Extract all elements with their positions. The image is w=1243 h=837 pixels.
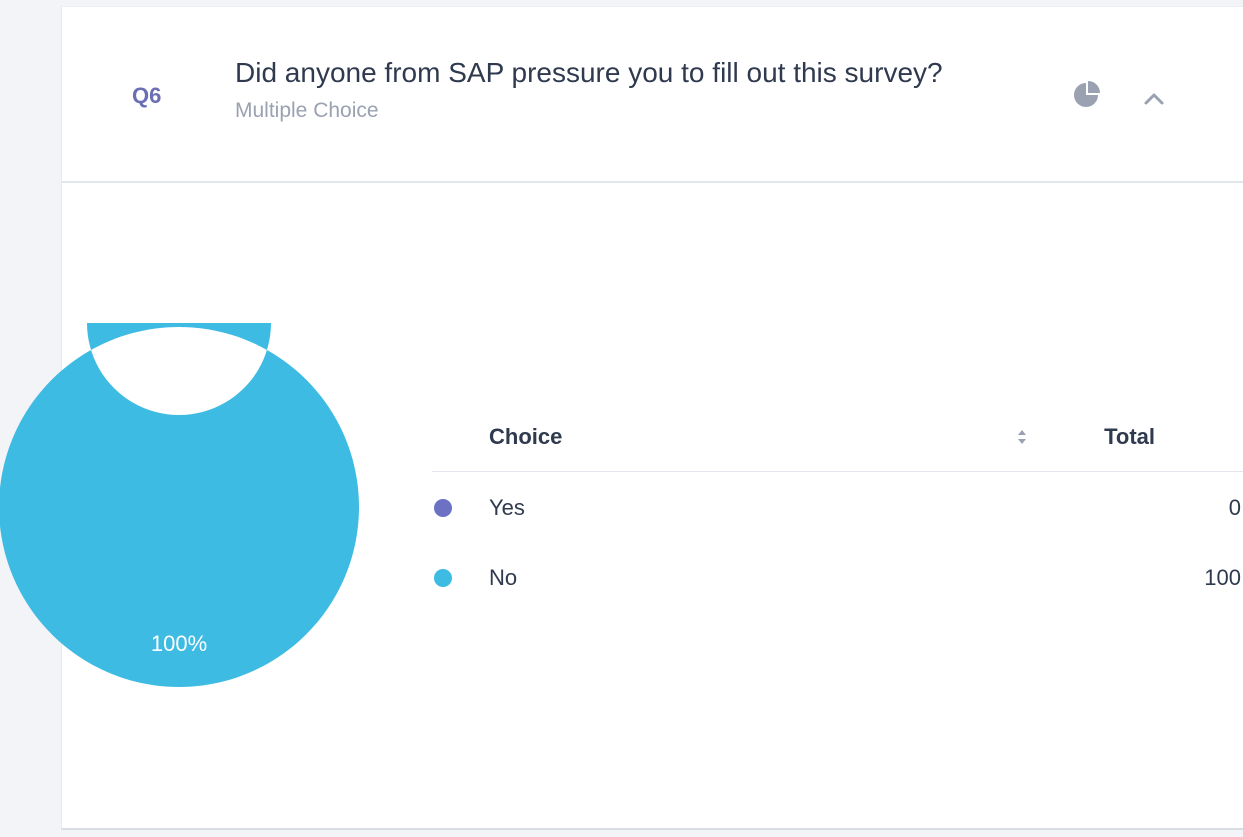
question-header: Q6 Did anyone from SAP pressure you to f… [62, 7, 1243, 183]
donut-chart-svg: 100% [0, 231, 359, 687]
donut-slice-no[interactable] [0, 231, 359, 687]
table-row: Yes 0 [432, 472, 1243, 542]
series-dot [434, 569, 452, 587]
row-choice-label: Yes [489, 495, 525, 520]
table-header: Choice Total [432, 408, 1243, 472]
row-choice-label: No [489, 565, 518, 590]
row-total-value: 0 [1228, 495, 1241, 520]
donut-slice-label: 100% [151, 631, 207, 656]
sort-icon[interactable] [1014, 426, 1030, 448]
donut-chart: 100% [0, 231, 362, 689]
choices-table: Choice Total Yes 0 No 100 [432, 408, 1243, 612]
question-title: Did anyone from SAP pressure you to fill… [235, 57, 943, 88]
choice-column-header[interactable]: Choice [489, 424, 563, 449]
row-total-value: 100 [1204, 565, 1241, 590]
pie-chart-icon[interactable] [1072, 79, 1102, 109]
total-column-header[interactable]: Total [1104, 424, 1155, 449]
question-number: Q6 [132, 83, 162, 108]
question-type: Multiple Choice [235, 99, 379, 122]
series-dot [434, 499, 452, 517]
table-row: No 100 [432, 542, 1243, 612]
chevron-up-icon[interactable] [1140, 85, 1168, 113]
